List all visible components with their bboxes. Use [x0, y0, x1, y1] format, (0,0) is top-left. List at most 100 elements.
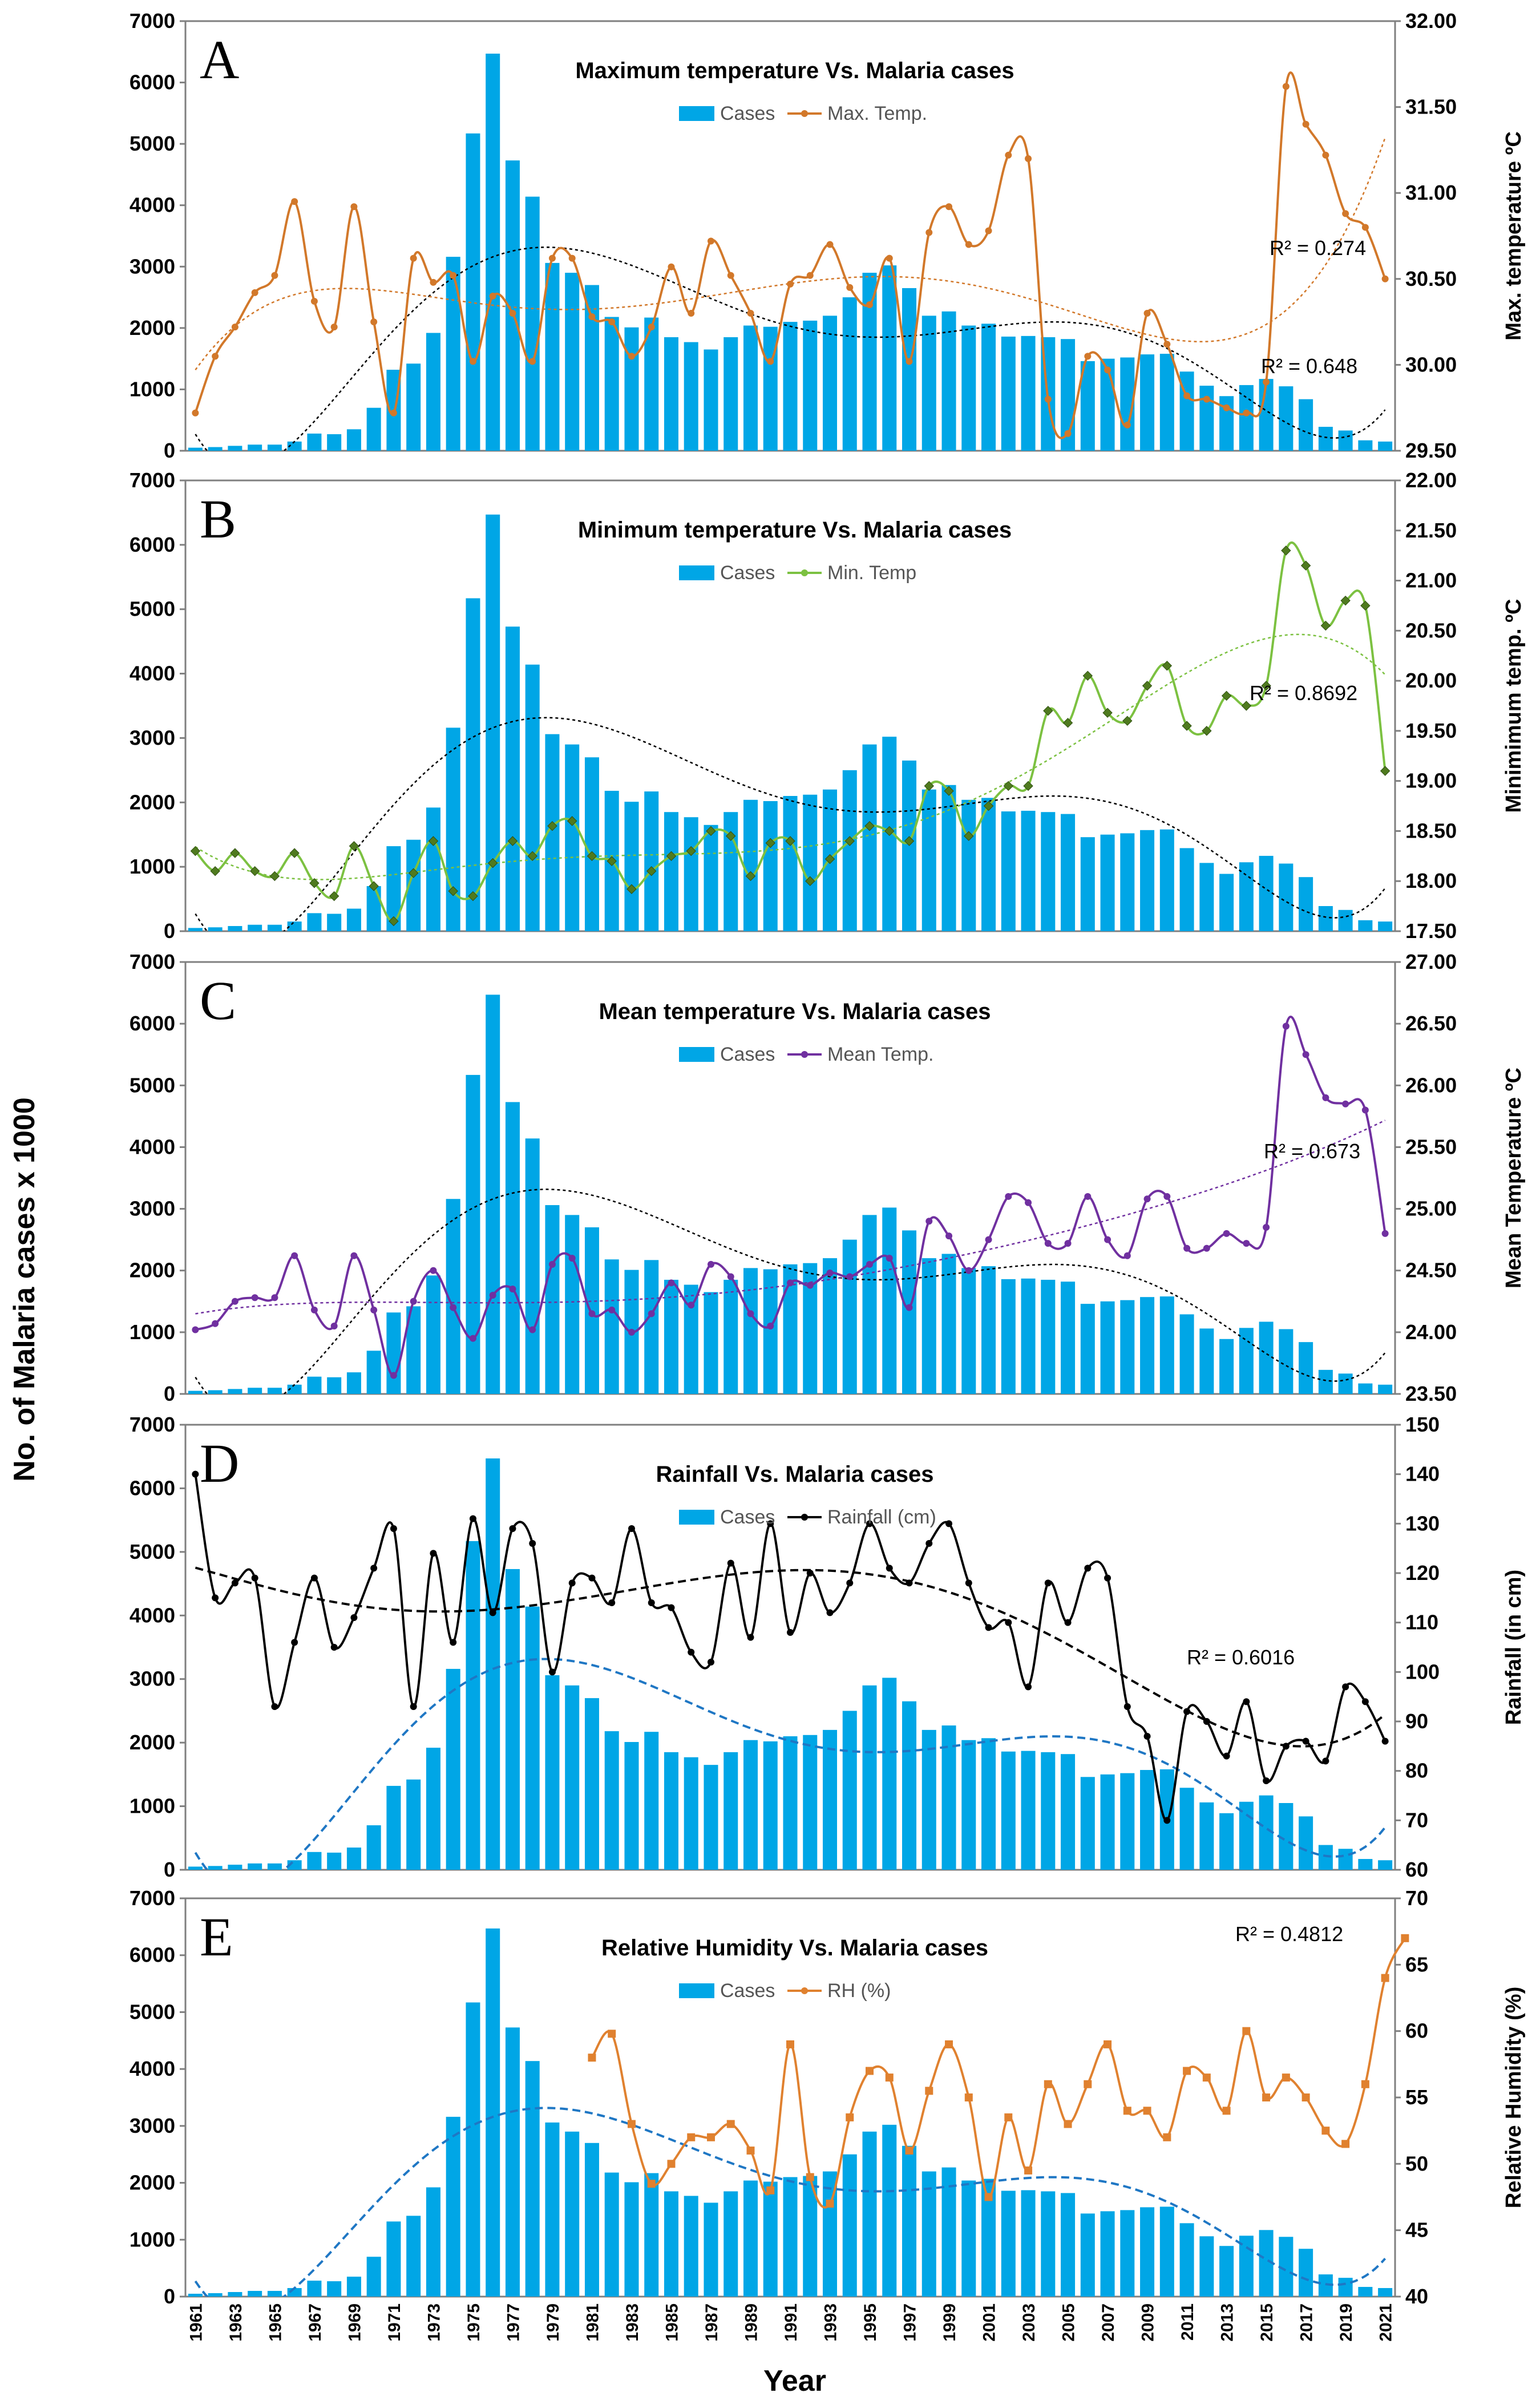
line-point — [1163, 341, 1171, 348]
cases-bar — [1001, 2190, 1016, 2297]
right-tick-label: 26.00 — [1405, 1073, 1457, 1097]
line-point — [628, 353, 635, 360]
left-tick-label: 7000 — [130, 950, 175, 973]
cases-bar — [1021, 2190, 1036, 2297]
line-point — [1321, 2127, 1330, 2135]
left-tick-label: 6000 — [130, 1943, 175, 1967]
line-point — [212, 1320, 219, 1327]
line-point — [489, 292, 496, 300]
panel-title: Rainfall Vs. Malaria cases — [656, 1462, 934, 1487]
right-tick-label: 27.00 — [1405, 950, 1457, 973]
line-point — [1023, 781, 1033, 791]
legend-marker — [801, 1987, 808, 1994]
line-point — [1005, 1619, 1012, 1626]
right-tick-label: 140 — [1405, 1462, 1440, 1486]
legend-label-line: RH (%) — [827, 1980, 891, 2002]
cases-bar — [624, 802, 639, 931]
cases-bar — [287, 1384, 302, 1394]
line-point — [469, 358, 476, 365]
line-point — [806, 1282, 814, 1289]
line-point — [726, 2120, 735, 2128]
r-squared-label: R² = 0.274 — [1270, 236, 1366, 260]
cases-bar — [267, 1388, 282, 1394]
cases-bar — [1179, 2223, 1194, 2297]
cases-bar — [842, 297, 857, 451]
line-point — [746, 2147, 755, 2155]
line-series — [194, 541, 1387, 923]
cases-bar — [386, 1785, 401, 1870]
line-point — [390, 1372, 397, 1379]
line-point — [1282, 1743, 1290, 1750]
line-point — [529, 1326, 536, 1333]
cases-bar — [842, 770, 857, 931]
line-point — [707, 1260, 714, 1268]
cases-bar — [1378, 441, 1393, 451]
line-point — [1102, 708, 1113, 718]
line-point — [370, 1565, 378, 1572]
cases-bar — [882, 1678, 897, 1870]
legend-label-cases: Cases — [720, 562, 775, 584]
cases-bar — [1219, 874, 1234, 931]
cases-bar — [822, 316, 838, 451]
line-point — [350, 1252, 358, 1259]
line-point — [824, 854, 835, 864]
cases-bar — [565, 1685, 580, 1870]
line-point — [410, 1703, 417, 1710]
line-point — [1263, 1777, 1270, 1784]
r-squared-label: R² = 0.4812 — [1235, 1922, 1343, 1946]
line-point — [944, 786, 954, 796]
line-point — [1263, 1224, 1270, 1231]
line-point — [1104, 1574, 1111, 1582]
legend-swatch-cases — [679, 1047, 714, 1062]
cases-bar — [228, 1389, 242, 1394]
legend-label-cases: Cases — [720, 1044, 775, 1065]
line-point — [231, 1298, 239, 1305]
cases-bar — [1239, 1801, 1254, 1870]
cases-bar — [803, 1735, 818, 1870]
cases-bar — [1358, 2287, 1373, 2297]
cases-bar — [228, 446, 242, 451]
cases-bar — [267, 2291, 282, 2297]
line-point — [1123, 2107, 1131, 2115]
line-point — [806, 272, 814, 279]
left-tick-label: 0 — [164, 439, 175, 462]
x-tick-label: 1983 — [623, 2303, 642, 2342]
right-tick-label: 40 — [1405, 2285, 1428, 2308]
cases-bar — [921, 789, 936, 931]
cases-bar — [486, 1458, 500, 1870]
line-point — [547, 820, 557, 831]
right-tick-label: 65 — [1405, 1953, 1428, 1976]
cases-bar — [248, 444, 262, 451]
line-point — [985, 227, 992, 235]
cases-bar — [406, 1779, 421, 1870]
line-point — [548, 1260, 556, 1268]
line-point — [985, 1624, 992, 1631]
line-point — [1082, 670, 1093, 681]
cases-bar — [1179, 1788, 1194, 1870]
line-point — [727, 1273, 734, 1280]
x-tick-label: 1975 — [464, 2303, 483, 2342]
line-point — [1084, 1565, 1092, 1572]
line-point — [568, 1579, 576, 1587]
line-point — [688, 1301, 695, 1309]
line-point — [945, 1232, 953, 1240]
line-point — [1223, 1752, 1230, 1760]
cases-bar — [961, 325, 976, 451]
line-point — [350, 203, 358, 211]
cases-bar — [1358, 440, 1373, 451]
line-point — [1361, 1698, 1369, 1705]
line-point — [1203, 1244, 1210, 1252]
line-point — [1043, 706, 1053, 716]
line-point — [251, 1574, 258, 1582]
cases-bar — [941, 785, 956, 931]
left-tick-label: 1000 — [130, 377, 175, 401]
line-point — [192, 1470, 199, 1478]
cases-bar — [466, 2002, 480, 2297]
cases-bar — [803, 320, 818, 451]
line-point — [1341, 2140, 1350, 2148]
line-point — [509, 1286, 516, 1293]
right-tick-label: 150 — [1405, 1413, 1440, 1436]
cases-bar — [763, 1741, 778, 1870]
left-tick-label: 2000 — [130, 1259, 175, 1282]
cases-bar — [604, 2172, 619, 2297]
